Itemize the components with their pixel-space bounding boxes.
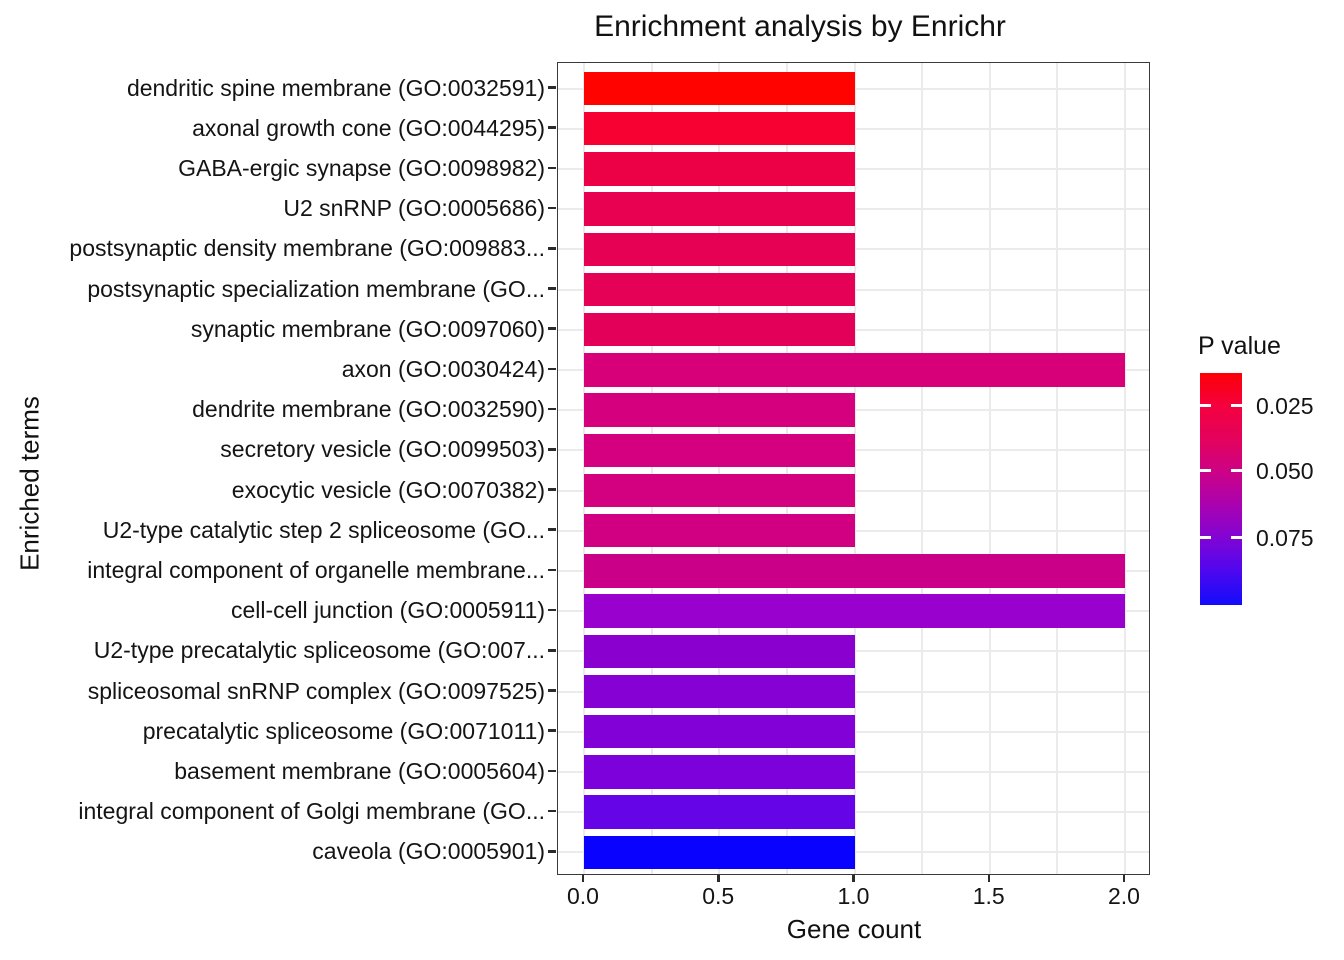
x-axis-tick: [987, 875, 990, 882]
gridline-vertical: [1124, 63, 1126, 874]
bar: [584, 312, 855, 347]
y-axis-tick: [548, 809, 556, 813]
legend-tick-label: 0.025: [1256, 392, 1314, 419]
bar: [584, 835, 855, 870]
legend-tick-mark: [1231, 404, 1242, 408]
y-axis-tick: [548, 166, 556, 170]
bar: [584, 192, 855, 226]
x-tick-label: 1.0: [837, 883, 870, 909]
y-axis-tick: [548, 488, 556, 491]
y-axis-tick: [548, 729, 556, 732]
y-axis-tick: [548, 407, 556, 411]
bar: [584, 513, 855, 548]
gridline-vertical: [853, 63, 856, 874]
y-tick-label: U2-type catalytic step 2 spliceosome (GO…: [102, 516, 545, 543]
y-tick-label: axon (GO:0030424): [341, 355, 545, 382]
gridline-vertical: [921, 63, 924, 874]
gridline-vertical: [1056, 63, 1059, 874]
x-axis-tick: [1122, 875, 1126, 882]
y-tick-label: precatalytic spliceosome (GO:0071011): [142, 717, 545, 744]
bar: [584, 232, 855, 267]
plot-panel: [557, 62, 1150, 875]
x-tick-label: 0.5: [702, 883, 735, 909]
bar: [584, 272, 855, 307]
y-tick-label: basement membrane (GO:0005604): [174, 757, 545, 784]
y-axis-tick: [548, 327, 556, 330]
y-tick-label: exocytic vesicle (GO:0070382): [231, 476, 545, 503]
bar: [584, 353, 1125, 387]
y-tick-label: caveola (GO:0005901): [312, 838, 545, 865]
x-axis-tick: [852, 875, 855, 882]
y-tick-label: integral component of Golgi membrane (GO…: [78, 798, 545, 825]
y-tick-label: cell-cell junction (GO:0005911): [230, 597, 545, 624]
x-tick-label: 1.5: [972, 883, 1005, 909]
chart-title: Enrichment analysis by Enrichr: [594, 10, 1006, 43]
y-tick-label: axonal growth cone (GO:0044295): [192, 114, 545, 141]
y-tick-label: spliceosomal snRNP complex (GO:0097525): [87, 677, 545, 704]
legend-tick-mark: [1231, 536, 1242, 540]
bar: [584, 714, 855, 749]
y-axis-tick: [548, 126, 556, 129]
y-tick-label: postsynaptic specialization membrane (GO…: [87, 275, 545, 302]
y-tick-label: postsynaptic density membrane (GO:009883…: [69, 235, 545, 262]
gridline-vertical: [650, 63, 653, 874]
y-axis-tick: [548, 528, 556, 531]
y-axis-tick: [548, 568, 556, 572]
bar: [584, 393, 855, 427]
gridline-vertical: [785, 63, 788, 874]
y-axis-tick: [548, 247, 556, 250]
gridline-vertical: [988, 63, 991, 874]
legend-title: P value: [1198, 332, 1281, 360]
y-tick-label: synaptic membrane (GO:0097060): [190, 315, 545, 342]
legend-colorbar: [1200, 373, 1242, 605]
bar: [584, 433, 855, 468]
bar: [584, 795, 855, 829]
bar: [584, 152, 855, 186]
y-axis-tick: [548, 689, 556, 692]
bar: [584, 674, 855, 709]
bar: [584, 594, 1125, 628]
bar: [584, 111, 855, 146]
bar: [584, 634, 855, 669]
y-tick-label: secretory vesicle (GO:0099503): [220, 436, 545, 463]
y-tick-label: U2-type precatalytic spliceosome (GO:007…: [93, 637, 545, 664]
x-axis-title: Gene count: [786, 914, 922, 944]
bar: [584, 755, 855, 789]
bar: [584, 473, 855, 508]
legend-tick-mark: [1200, 404, 1211, 408]
bar: [584, 554, 1125, 588]
bar: [584, 71, 855, 106]
y-tick-label: dendrite membrane (GO:0032590): [192, 396, 545, 423]
x-axis-tick: [717, 875, 720, 882]
x-axis-tick: [581, 875, 585, 882]
gridline-vertical: [583, 63, 585, 874]
x-tick-label: 0.0: [567, 883, 599, 909]
y-tick-label: dendritic spine membrane (GO:0032591): [126, 74, 545, 101]
legend-tick-mark: [1200, 469, 1211, 473]
y-axis-tick: [548, 649, 556, 652]
y-axis-tick: [548, 769, 556, 773]
y-axis-tick: [548, 86, 556, 89]
y-tick-label: GABA-ergic synapse (GO:0098982): [178, 154, 545, 181]
y-axis-tick: [548, 850, 556, 853]
y-axis-tick: [548, 367, 556, 371]
legend-tick-mark: [1231, 469, 1242, 473]
y-tick-label: U2 snRNP (GO:0005686): [283, 195, 545, 222]
x-tick-label: 2.0: [1108, 883, 1140, 909]
y-axis-tick: [548, 448, 556, 451]
y-axis-tick: [548, 206, 556, 210]
gridline-vertical: [718, 63, 721, 874]
y-axis-title: Enriched terms: [14, 396, 45, 571]
y-axis-tick: [548, 287, 556, 290]
y-tick-label: integral component of organelle membrane…: [87, 556, 545, 583]
legend-tick-label: 0.050: [1256, 457, 1314, 484]
y-axis-tick: [548, 608, 556, 612]
legend-tick-label: 0.075: [1256, 524, 1314, 551]
legend-tick-mark: [1200, 536, 1211, 540]
